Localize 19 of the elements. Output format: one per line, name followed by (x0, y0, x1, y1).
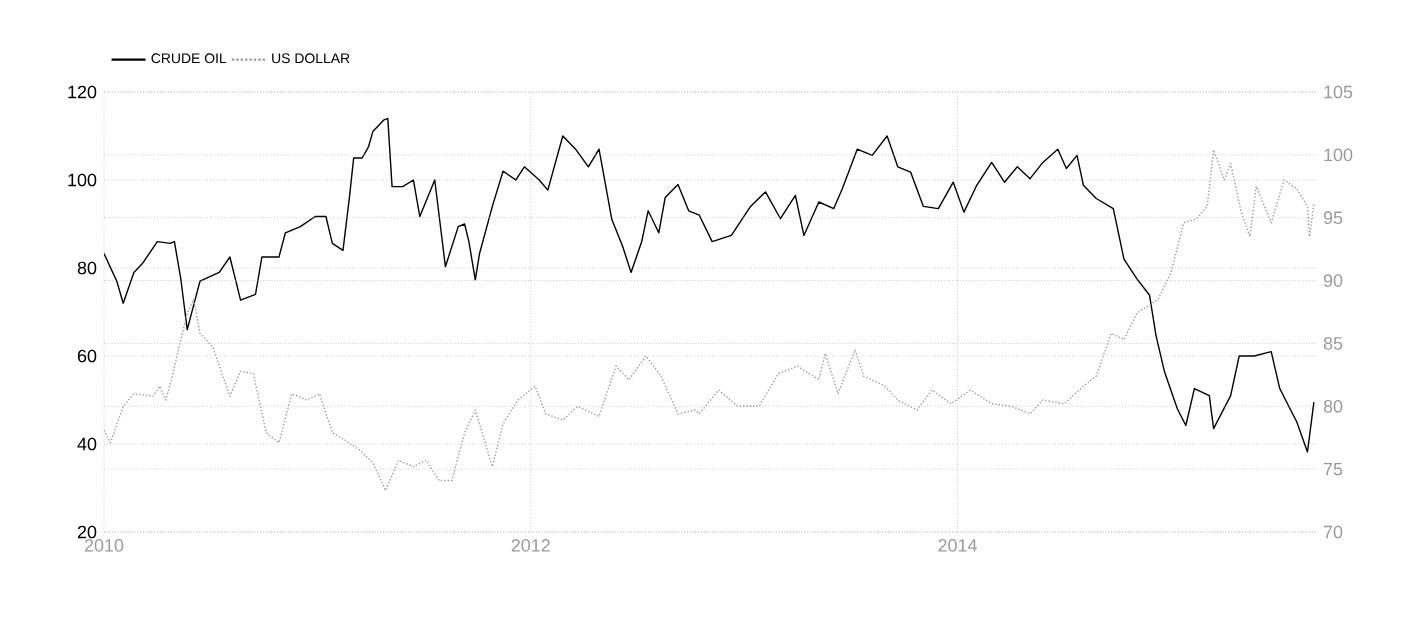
y2-tick-label: 75 (1323, 462, 1343, 476)
x-tick-label: 2014 (938, 539, 977, 552)
y-tick-label: 40 (77, 437, 97, 451)
y-tick-label: 20 (77, 525, 97, 539)
y2-tick-label: 100 (1324, 148, 1353, 162)
y-tick-label: 100 (68, 173, 97, 187)
y2-tick-label: 70 (1323, 525, 1343, 539)
y2-tick-label: 80 (1323, 399, 1343, 413)
x-tick-label: 2012 (511, 539, 550, 552)
y2-tick-label: 105 (1324, 85, 1353, 99)
y2-tick-label: 85 (1323, 337, 1343, 350)
y-tick-label: 60 (77, 349, 97, 363)
y2-tick-label: 95 (1323, 211, 1343, 225)
line-series (104, 149, 1315, 492)
y-tick-label: 120 (68, 85, 97, 99)
y-tick-label: 80 (77, 261, 97, 275)
line-series (104, 117, 1315, 453)
x-tick-label: 2010 (84, 539, 124, 552)
y2-tick-label: 90 (1323, 274, 1343, 287)
